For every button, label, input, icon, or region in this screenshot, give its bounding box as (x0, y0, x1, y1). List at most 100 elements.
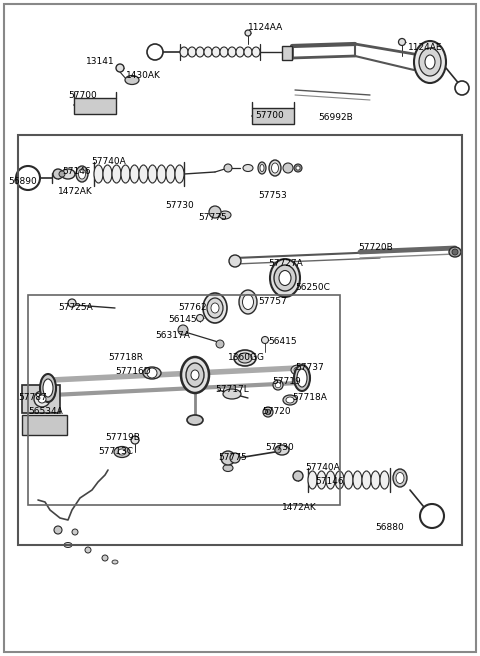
Ellipse shape (114, 447, 130, 457)
Ellipse shape (94, 165, 103, 183)
Text: 56250C: 56250C (295, 283, 330, 293)
Circle shape (59, 171, 65, 177)
Circle shape (275, 382, 281, 388)
Circle shape (68, 299, 76, 307)
Ellipse shape (269, 160, 281, 176)
Bar (74, 98, 116, 114)
Circle shape (147, 368, 157, 378)
Text: 57719: 57719 (272, 377, 301, 386)
Circle shape (273, 380, 283, 390)
Ellipse shape (61, 169, 75, 179)
Ellipse shape (223, 389, 241, 399)
Ellipse shape (286, 397, 294, 403)
Ellipse shape (294, 365, 310, 391)
Circle shape (452, 249, 458, 255)
Circle shape (230, 453, 240, 463)
Text: 57737: 57737 (295, 363, 324, 373)
Ellipse shape (393, 469, 407, 487)
Text: 57787: 57787 (18, 394, 47, 403)
Text: 57762: 57762 (178, 304, 206, 312)
Ellipse shape (103, 165, 112, 183)
Ellipse shape (180, 47, 188, 57)
Ellipse shape (335, 471, 344, 489)
Circle shape (38, 395, 46, 403)
Ellipse shape (76, 166, 88, 182)
Ellipse shape (238, 353, 252, 363)
Ellipse shape (308, 471, 317, 489)
Ellipse shape (191, 370, 199, 380)
Text: 57730: 57730 (265, 443, 294, 453)
Text: 57713C: 57713C (98, 447, 133, 457)
Text: 57753: 57753 (258, 190, 287, 199)
Circle shape (229, 255, 241, 267)
Ellipse shape (186, 363, 204, 387)
Text: 57146: 57146 (62, 167, 91, 176)
Text: 56890: 56890 (8, 178, 37, 186)
Text: 56534A: 56534A (28, 407, 63, 417)
Ellipse shape (425, 55, 435, 69)
Text: 57717L: 57717L (215, 386, 249, 394)
Bar (282, 46, 292, 60)
Text: 57718A: 57718A (292, 394, 327, 403)
Text: 57740A: 57740A (305, 464, 340, 472)
Ellipse shape (244, 47, 252, 57)
Ellipse shape (274, 265, 296, 291)
Text: 56145: 56145 (168, 316, 197, 325)
Ellipse shape (449, 247, 461, 257)
Circle shape (196, 314, 204, 321)
Bar (22, 415, 67, 435)
Bar (18, 135, 462, 545)
Text: 57720B: 57720B (358, 243, 393, 253)
Ellipse shape (112, 165, 121, 183)
Ellipse shape (371, 471, 380, 489)
Ellipse shape (157, 165, 166, 183)
Text: 57720: 57720 (262, 407, 290, 417)
Text: 57730: 57730 (165, 201, 194, 209)
Ellipse shape (181, 357, 209, 393)
Text: 57740A: 57740A (91, 157, 126, 167)
Circle shape (283, 163, 293, 173)
Ellipse shape (242, 295, 253, 310)
Ellipse shape (228, 47, 236, 57)
Text: 56415: 56415 (268, 337, 297, 346)
Ellipse shape (414, 41, 446, 83)
Circle shape (263, 407, 273, 417)
Ellipse shape (419, 48, 441, 76)
Ellipse shape (166, 165, 175, 183)
Ellipse shape (187, 415, 203, 425)
Text: 57719B: 57719B (105, 434, 140, 443)
Ellipse shape (143, 367, 161, 379)
Ellipse shape (294, 367, 302, 373)
Text: 56992B: 56992B (318, 113, 353, 123)
Ellipse shape (326, 471, 335, 489)
Ellipse shape (204, 47, 212, 57)
Ellipse shape (297, 369, 307, 387)
Circle shape (16, 166, 40, 190)
Ellipse shape (260, 165, 264, 171)
Ellipse shape (196, 47, 204, 57)
Circle shape (216, 340, 224, 348)
Ellipse shape (353, 471, 362, 489)
Circle shape (296, 166, 300, 170)
Ellipse shape (64, 543, 72, 548)
Ellipse shape (362, 471, 371, 489)
Circle shape (398, 39, 406, 45)
Bar (28, 295, 340, 505)
Text: 57775: 57775 (198, 213, 227, 222)
Text: 1124AE: 1124AE (408, 43, 443, 52)
Circle shape (209, 206, 221, 218)
Circle shape (131, 436, 139, 444)
Ellipse shape (43, 379, 53, 397)
Circle shape (265, 409, 271, 415)
Circle shape (245, 30, 251, 36)
Bar (252, 108, 294, 124)
Bar (22, 385, 60, 413)
Text: 57718R: 57718R (108, 354, 143, 363)
Circle shape (72, 529, 78, 535)
Circle shape (221, 451, 235, 465)
Text: 57725A: 57725A (58, 304, 93, 312)
Ellipse shape (252, 47, 260, 57)
Circle shape (85, 547, 91, 553)
Ellipse shape (125, 75, 139, 85)
Text: 57727A: 57727A (268, 258, 303, 268)
